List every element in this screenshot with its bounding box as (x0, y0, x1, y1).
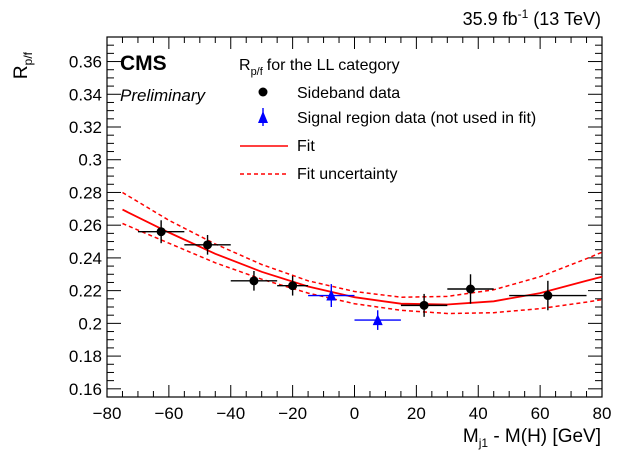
x-tick-label: −20 (278, 404, 307, 423)
y-tick-label: 0.16 (69, 380, 102, 399)
fit-curve (122, 208, 603, 306)
x-tick-label: 0 (350, 404, 359, 423)
y-tick-label: 0.36 (69, 53, 102, 72)
y-tick-label: 0.2 (78, 314, 102, 333)
legend-title: Rp/f for the LL category (239, 57, 400, 78)
y-tick-label: 0.22 (69, 282, 102, 301)
preliminary-label: Preliminary (120, 86, 207, 105)
x-tick-label: −60 (154, 404, 183, 423)
sideband-point (288, 281, 298, 291)
fit-uncertainty-curve (122, 191, 603, 298)
y-tick-label: 0.34 (69, 85, 102, 104)
x-tick-label: 60 (531, 404, 550, 423)
cms-label: CMS (120, 52, 167, 75)
legend-entry-sideband: Sideband data (297, 85, 400, 102)
y-tick-label: 0.3 (78, 151, 102, 170)
x-tick-label: 20 (407, 404, 426, 423)
sideband-point (466, 284, 476, 294)
y-tick-label: 0.32 (69, 118, 102, 137)
legend-marker-sideband (258, 87, 268, 97)
sideband-point (156, 227, 166, 237)
legend-entry-signal: Signal region data (not used in fit) (297, 110, 536, 127)
sideband-point (543, 291, 553, 301)
signal-region-point (372, 314, 383, 326)
sideband-point (419, 300, 429, 310)
y-tick-label: 0.28 (69, 183, 102, 202)
x-tick-label: −40 (216, 404, 245, 423)
y-tick-label: 0.24 (69, 249, 102, 268)
data-points (137, 220, 587, 330)
y-tick-label: 0.18 (69, 347, 102, 366)
sideband-point (203, 240, 213, 250)
legend-entry-fit-uncertainty: Fit uncertainty (297, 166, 397, 183)
legend-entry-fit: Fit (297, 138, 315, 155)
fit-uncertainty-curve (122, 222, 603, 315)
y-tick-labels: 0.16 0.18 0.2 0.22 0.24 0.26 0.28 0.3 0.32 0.34 0.… (69, 53, 102, 399)
signal-region-point (326, 289, 337, 301)
x-tick-label: 40 (469, 404, 488, 423)
y-tick-label: 0.26 (69, 216, 102, 235)
axis-ticks (106, 36, 603, 398)
legend: Rp/f for the LL category Sideband data Si… (239, 57, 536, 183)
x-tick-label: −80 (93, 404, 122, 423)
y-axis-title: Rp/f (11, 51, 35, 79)
x-tick-labels: −80 −60 −40 −20 0 20 40 60 80 (93, 404, 612, 423)
lumi-label: 35.9 fb-1 (13 TeV) (463, 7, 601, 29)
x-tick-label: 80 (593, 404, 612, 423)
sideband-point (249, 276, 259, 286)
legend-marker-signal (258, 111, 268, 123)
x-axis-title: Mj1 - M(H) [GeV] (463, 426, 601, 450)
